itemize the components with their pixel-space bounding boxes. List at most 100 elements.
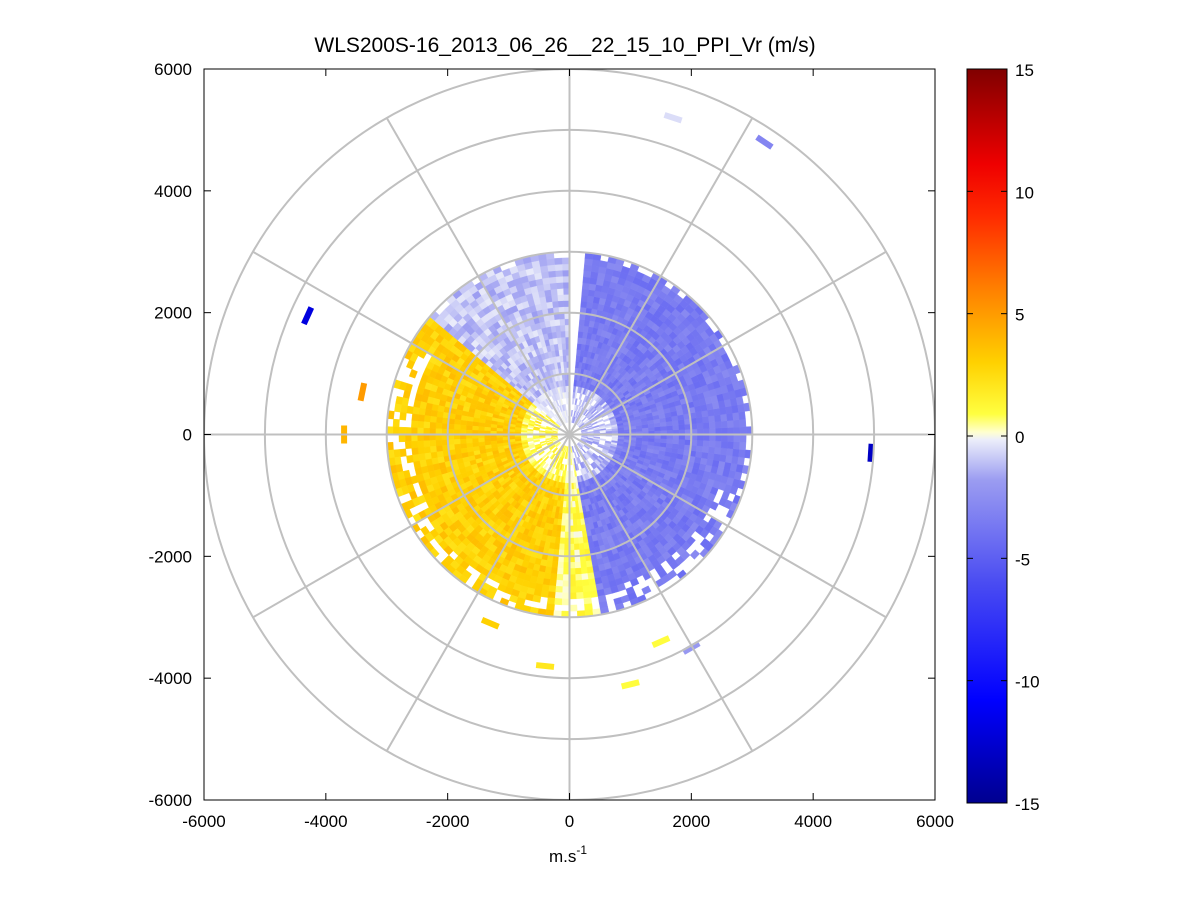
velocity-cell bbox=[417, 420, 425, 429]
velocity-cell bbox=[549, 542, 556, 550]
velocity-cell bbox=[720, 447, 728, 456]
velocity-cell bbox=[581, 573, 589, 581]
velocity-cell bbox=[560, 330, 566, 338]
colorbar-tick-label: -15 bbox=[1015, 795, 1040, 814]
velocity-cell bbox=[739, 441, 747, 451]
velocity-cell bbox=[556, 288, 564, 296]
velocity-cell bbox=[490, 427, 497, 432]
velocity-cell bbox=[702, 440, 710, 447]
velocity-cell bbox=[737, 456, 745, 466]
x-axis: -6000 -4000 -2000 0 2000 4000 6000 bbox=[182, 69, 954, 831]
velocity-cell bbox=[453, 439, 461, 445]
velocity-cell bbox=[582, 276, 591, 284]
colorbar-tick-label: -5 bbox=[1015, 550, 1030, 569]
velocity-cell bbox=[677, 448, 685, 455]
velocity-cell bbox=[582, 585, 591, 593]
velocity-cell bbox=[721, 427, 729, 435]
velocity-cell bbox=[570, 458, 573, 466]
velocity-cell bbox=[554, 536, 561, 544]
velocity-cell bbox=[471, 438, 479, 444]
velocity-cell bbox=[578, 325, 585, 333]
velocity-cell bbox=[738, 449, 746, 458]
velocity-cell bbox=[713, 453, 721, 462]
grid-spoke bbox=[385, 117, 571, 435]
velocity-cell bbox=[562, 586, 570, 594]
velocity-cell bbox=[707, 452, 715, 461]
velocity-cell bbox=[726, 412, 734, 421]
velocity-cell bbox=[599, 438, 606, 442]
velocity-cell bbox=[412, 406, 420, 415]
velocity-cell bbox=[410, 427, 418, 435]
grid-spoke bbox=[385, 433, 571, 752]
isolated-return bbox=[663, 112, 683, 124]
velocity-cell bbox=[547, 591, 556, 599]
velocity-cell bbox=[570, 470, 574, 478]
velocity-cell bbox=[550, 567, 559, 575]
velocity-cell bbox=[430, 409, 438, 418]
velocity-cell bbox=[580, 561, 588, 569]
velocity-cell bbox=[423, 440, 431, 448]
velocity-cell bbox=[702, 415, 710, 424]
velocity-cell bbox=[588, 283, 597, 291]
polar-grid bbox=[204, 69, 935, 800]
velocity-cell bbox=[566, 397, 569, 405]
velocity-cell bbox=[556, 573, 564, 581]
velocity-cell bbox=[435, 416, 443, 424]
velocity-cell bbox=[578, 318, 585, 327]
y-axis: 6000 4000 2000 0 -2000 -4000 -6000 bbox=[149, 60, 935, 810]
velocity-cell bbox=[721, 434, 729, 442]
velocity-cell bbox=[580, 300, 588, 308]
velocity-cell bbox=[576, 450, 581, 458]
x-axis-label-exponent: -1 bbox=[576, 843, 587, 857]
velocity-cell bbox=[541, 277, 550, 285]
isolated-return bbox=[301, 306, 315, 326]
velocity-cell bbox=[429, 415, 437, 424]
x-tick-label: -2000 bbox=[426, 812, 469, 831]
velocity-cell bbox=[641, 585, 652, 595]
velocity-cell bbox=[559, 543, 565, 551]
chart-title: WLS200S-16_2013_06_26__22_15_10_PPI_Vr (… bbox=[314, 34, 815, 57]
velocity-cell bbox=[672, 424, 680, 431]
velocity-cell bbox=[726, 448, 734, 457]
velocity-cell bbox=[560, 525, 566, 533]
velocity-cell bbox=[418, 407, 426, 416]
velocity-cell bbox=[701, 451, 709, 460]
velocity-cell bbox=[708, 421, 716, 429]
velocity-cell bbox=[629, 577, 640, 587]
velocity-cell bbox=[423, 446, 431, 454]
y-tick-label: 0 bbox=[183, 426, 192, 445]
y-tick-label: -6000 bbox=[149, 791, 192, 810]
velocity-cell bbox=[573, 537, 580, 545]
velocity-cell bbox=[585, 301, 594, 309]
velocity-cell bbox=[459, 424, 467, 431]
velocity-cell bbox=[739, 418, 747, 428]
velocity-cell bbox=[577, 331, 584, 339]
grid-spoke bbox=[568, 433, 887, 619]
velocity-cell bbox=[411, 420, 419, 429]
velocity-cell bbox=[496, 427, 503, 432]
velocity-cell bbox=[540, 410, 547, 417]
velocity-cell bbox=[412, 454, 420, 463]
velocity-cell bbox=[548, 585, 557, 593]
x-tick-label: 0 bbox=[565, 812, 574, 831]
y-tick-label: 2000 bbox=[154, 304, 192, 323]
velocity-cell bbox=[547, 270, 556, 278]
velocity-cell bbox=[580, 567, 589, 575]
velocity-cell bbox=[577, 442, 583, 449]
velocity-cell bbox=[575, 463, 580, 471]
isolated-return bbox=[681, 640, 701, 655]
velocity-cell bbox=[686, 536, 696, 546]
velocity-cell bbox=[727, 419, 735, 428]
velocity-cell bbox=[417, 446, 425, 455]
velocity-cell bbox=[392, 426, 400, 435]
velocity-cell bbox=[453, 419, 462, 426]
velocity-cell bbox=[560, 531, 566, 539]
velocity-cell bbox=[555, 276, 564, 284]
velocity-cell bbox=[555, 579, 564, 587]
velocity-cell bbox=[551, 561, 559, 569]
velocity-cell bbox=[472, 421, 480, 427]
velocity-cell bbox=[406, 454, 414, 464]
velocity-cell bbox=[574, 543, 580, 551]
velocity-cell bbox=[588, 578, 597, 586]
velocity-cell bbox=[696, 445, 704, 453]
